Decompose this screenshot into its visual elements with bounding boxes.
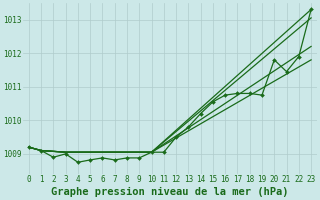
X-axis label: Graphe pression niveau de la mer (hPa): Graphe pression niveau de la mer (hPa): [51, 187, 289, 197]
